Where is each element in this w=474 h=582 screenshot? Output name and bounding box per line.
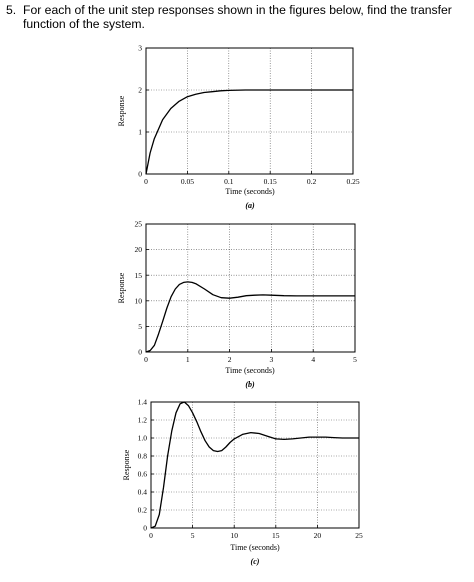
y-tick-label: 0 — [138, 170, 142, 179]
y-axis-title: Response — [117, 272, 126, 303]
y-tick-label: 0 — [143, 524, 147, 533]
y-axis-title: Response — [117, 95, 126, 126]
response-curve — [145, 281, 355, 353]
y-tick-label: 3 — [138, 44, 142, 53]
x-tick-label: 5 — [353, 355, 357, 364]
figure-caption: (a) — [245, 201, 255, 210]
y-tick-label: 0.6 — [138, 470, 148, 479]
response-curve — [150, 401, 359, 529]
figure-caption: (b) — [245, 380, 255, 389]
y-tick-label: 1.0 — [138, 434, 148, 443]
plot-frame — [145, 223, 356, 353]
y-tick-label: 0.8 — [138, 452, 148, 461]
y-tick-label: 10 — [135, 296, 143, 305]
x-tick-label: 5 — [191, 531, 195, 540]
x-tick-label: 0 — [144, 355, 148, 364]
chart-c: 0 5 10 15 20 25 0 0.2 0.4 0.6 0.8 1.0 1.2 1.4 Time (se… — [122, 398, 363, 566]
y-tick-label: 0 — [138, 348, 142, 357]
plot-frame — [150, 401, 360, 529]
x-tick-label: 0 — [149, 531, 153, 540]
y-tick-label: 1.2 — [138, 416, 148, 425]
question-text: For each of the unit step responses show… — [23, 3, 452, 31]
x-tick-label: 0.2 — [307, 177, 317, 186]
chart-b: 0 1 2 3 4 5 0 5 10 15 20 25 Time (seconds) Response (b… — [117, 220, 357, 389]
y-tick-label: 5 — [138, 322, 142, 331]
y-tick-label: 15 — [135, 271, 143, 280]
question-number: 5. — [6, 3, 17, 17]
y-tick-label: 25 — [135, 220, 143, 229]
x-tick-label: 0.25 — [346, 177, 359, 186]
y-tick-label: 20 — [135, 245, 143, 254]
response-curve — [145, 89, 353, 175]
x-axis-title: Time (seconds) — [230, 543, 280, 552]
x-tick-label: 25 — [355, 531, 363, 540]
x-tick-label: 20 — [314, 531, 322, 540]
x-tick-label: 0.05 — [181, 177, 194, 186]
y-tick-label: 1.4 — [138, 398, 148, 407]
y-tick-label: 1 — [138, 128, 142, 137]
x-axis-title: Time (seconds) — [225, 366, 275, 375]
x-axis-title: Time (seconds) — [225, 187, 275, 196]
y-tick-label: 0.4 — [138, 488, 148, 497]
y-axis-title: Response — [122, 449, 131, 480]
x-tick-label: 2 — [228, 355, 232, 364]
x-tick-label: 15 — [272, 531, 280, 540]
y-tick-label: 0.2 — [138, 506, 148, 515]
x-tick-label: 10 — [230, 531, 238, 540]
figure-caption: (c) — [251, 557, 260, 566]
x-tick-label: 0.1 — [224, 177, 234, 186]
x-tick-label: 1 — [186, 355, 190, 364]
x-tick-label: 3 — [270, 355, 274, 364]
x-tick-label: 4 — [311, 355, 315, 364]
x-tick-label: 0 — [144, 177, 148, 186]
chart-a: 0 0.05 0.1 0.15 0.2 0.25 0 1 2 3 Time (seconds) Res… — [117, 44, 360, 210]
y-tick-label: 2 — [138, 86, 142, 95]
plot-frame — [145, 47, 354, 175]
x-tick-label: 0.15 — [264, 177, 277, 186]
